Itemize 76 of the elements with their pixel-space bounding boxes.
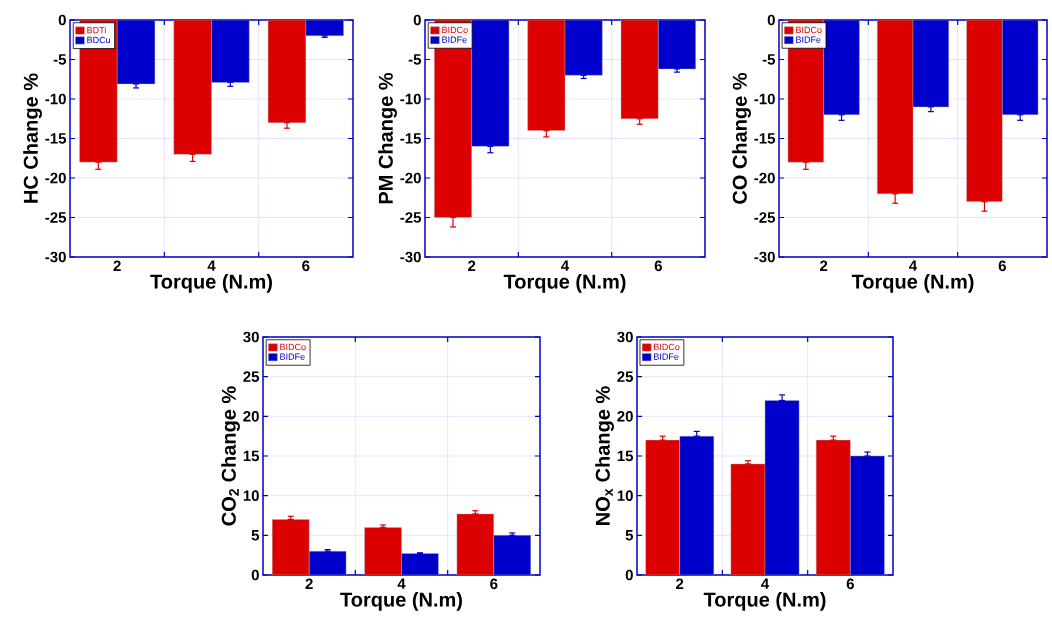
legend-label: BIDCo [280, 343, 306, 351]
legend-label: BIDCo [654, 343, 680, 351]
y-tick-label: 15 [617, 450, 634, 462]
y-tick-label: -25 [45, 212, 67, 223]
bar [730, 463, 766, 575]
y-tick-label: -30 [45, 251, 66, 263]
legend-label: BIDCo [442, 26, 468, 34]
y-tick-label: 0 [767, 14, 775, 26]
x-tick-label: 2 [676, 578, 684, 589]
legend-label: BDTi [87, 26, 106, 34]
x-tick-label: 6 [654, 260, 662, 272]
y-axis-title: PM Change % [378, 72, 397, 204]
y-tick-label: 0 [251, 569, 259, 581]
x-tick-label: 2 [113, 260, 121, 271]
x-tick-label: 2 [820, 260, 828, 271]
bar [364, 527, 402, 575]
y-tick-label: -10 [400, 93, 421, 105]
y-tick-label: 20 [617, 411, 633, 422]
y-tick-label: -5 [762, 54, 776, 65]
y-tick-label: 15 [243, 450, 260, 462]
legend-label: BIDFe [280, 353, 305, 360]
x-axis-title: Torque (N.m) [503, 274, 626, 293]
x-tick-label: 2 [468, 260, 476, 271]
y-tick-label: 10 [617, 490, 633, 501]
y-tick-label: -30 [400, 251, 421, 263]
legend-label: BIDCo [796, 26, 822, 34]
y-tick-label: -20 [754, 172, 775, 184]
y-tick-label: -15 [45, 133, 67, 144]
x-axis-title: Torque (N.m) [703, 592, 826, 611]
x-tick-label: 4 [761, 578, 770, 589]
x-axis-title: Torque (N.m) [150, 274, 272, 293]
legend-label: BIDFe [442, 36, 467, 43]
y-tick-label: -25 [754, 212, 776, 223]
y-tick-label: 30 [243, 331, 259, 343]
legend-label: BIDFe [796, 36, 821, 43]
y-tick-label: 0 [413, 14, 421, 26]
x-tick-label: 4 [561, 260, 570, 271]
y-tick-label: 20 [243, 411, 259, 422]
y-axis-title: NO$_{x}$ Change % [595, 386, 614, 525]
y-tick-label: 5 [251, 530, 260, 541]
x-axis-title: Torque (N.m) [340, 592, 462, 611]
x-tick-label: 4 [909, 260, 918, 271]
y-tick-label: 30 [617, 331, 633, 343]
y-tick-label: -25 [400, 212, 422, 223]
y-axis-title: CO$_{2}$ Change % [221, 386, 240, 526]
y-axis-title: CO Change % [732, 72, 751, 204]
y-tick-label: 5 [625, 530, 634, 541]
y-tick-label: 0 [58, 14, 66, 26]
x-tick-label: 4 [207, 260, 216, 271]
y-tick-label: -5 [53, 54, 67, 65]
x-tick-label: 6 [846, 578, 854, 590]
y-tick-label: 0 [625, 569, 633, 581]
x-tick-label: 4 [397, 578, 406, 589]
y-tick-label: -30 [754, 251, 775, 263]
y-tick-label: -10 [45, 93, 66, 105]
x-tick-label: 6 [998, 260, 1006, 272]
y-tick-label: -20 [400, 172, 421, 184]
legend-label: BIDFe [654, 353, 679, 360]
y-tick-label: -10 [754, 93, 775, 105]
bar [645, 440, 680, 575]
x-tick-label: 2 [305, 578, 313, 589]
y-tick-label: 10 [243, 490, 259, 501]
y-tick-label: -5 [408, 54, 422, 65]
y-tick-label: -15 [400, 133, 422, 144]
legend-label: BDCu [87, 36, 111, 44]
y-tick-label: -15 [754, 133, 776, 144]
x-axis-title: Torque (N.m) [851, 274, 974, 293]
bar [816, 439, 851, 575]
bar [272, 519, 310, 575]
y-tick-label: -20 [45, 172, 66, 184]
y-axis-title: HC Change % [23, 73, 42, 203]
y-tick-label: 25 [617, 371, 634, 382]
x-tick-label: 6 [302, 260, 310, 272]
x-tick-label: 6 [490, 578, 498, 590]
bar [456, 513, 495, 575]
y-tick-label: 25 [243, 371, 260, 382]
